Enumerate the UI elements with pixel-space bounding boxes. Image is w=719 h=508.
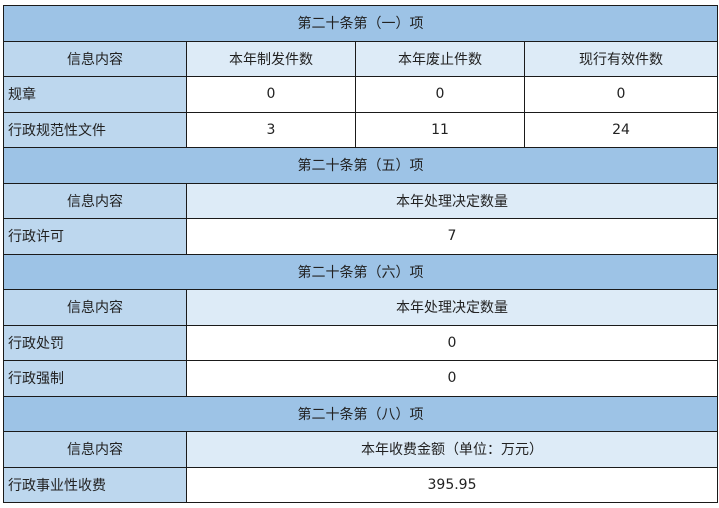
table-row: 规章 0 0 0 xyxy=(3,76,718,113)
column-header: 信息内容 xyxy=(3,182,187,219)
section-title: 第二十条第（六）项 xyxy=(3,253,718,290)
section-title: 第二十条第（八）项 xyxy=(3,395,718,432)
column-header: 本年处理决定数量 xyxy=(186,182,718,219)
column-header: 本年处理决定数量 xyxy=(186,289,718,326)
cell-value: 0 xyxy=(524,76,718,113)
row-label: 行政事业性收费 xyxy=(3,466,187,503)
column-header: 信息内容 xyxy=(3,40,187,77)
column-header: 信息内容 xyxy=(3,431,187,468)
row-label: 行政强制 xyxy=(3,360,187,397)
row-label: 规章 xyxy=(3,76,187,113)
column-header: 本年收费金额（单位：万元） xyxy=(186,431,718,468)
table-row: 行政处罚 0 xyxy=(3,324,718,361)
cell-value: 24 xyxy=(524,111,718,148)
row-label: 行政许可 xyxy=(3,218,187,255)
column-header: 本年制发件数 xyxy=(186,40,356,77)
column-header: 本年废止件数 xyxy=(355,40,525,77)
table-row: 行政强制 0 xyxy=(3,360,718,397)
cell-value: 0 xyxy=(355,76,525,113)
column-header: 信息内容 xyxy=(3,289,187,326)
disclosure-table: 第二十条第（一）项 信息内容 本年制发件数 本年废止件数 现行有效件数 规章 0… xyxy=(3,5,718,503)
cell-value: 0 xyxy=(186,360,718,397)
table-row: 行政许可 7 xyxy=(3,218,718,255)
cell-value: 0 xyxy=(186,324,718,361)
cell-value: 0 xyxy=(186,76,356,113)
table-row: 行政事业性收费 395.95 xyxy=(3,466,718,503)
section-title: 第二十条第（五）项 xyxy=(3,147,718,184)
row-label: 行政规范性文件 xyxy=(3,111,187,148)
cell-value: 11 xyxy=(355,111,525,148)
row-label: 行政处罚 xyxy=(3,324,187,361)
column-header: 现行有效件数 xyxy=(524,40,718,77)
cell-value: 7 xyxy=(186,218,718,255)
section-title: 第二十条第（一）项 xyxy=(3,5,718,42)
table-row: 行政规范性文件 3 11 24 xyxy=(3,111,718,148)
cell-value: 395.95 xyxy=(186,466,718,503)
cell-value: 3 xyxy=(186,111,356,148)
